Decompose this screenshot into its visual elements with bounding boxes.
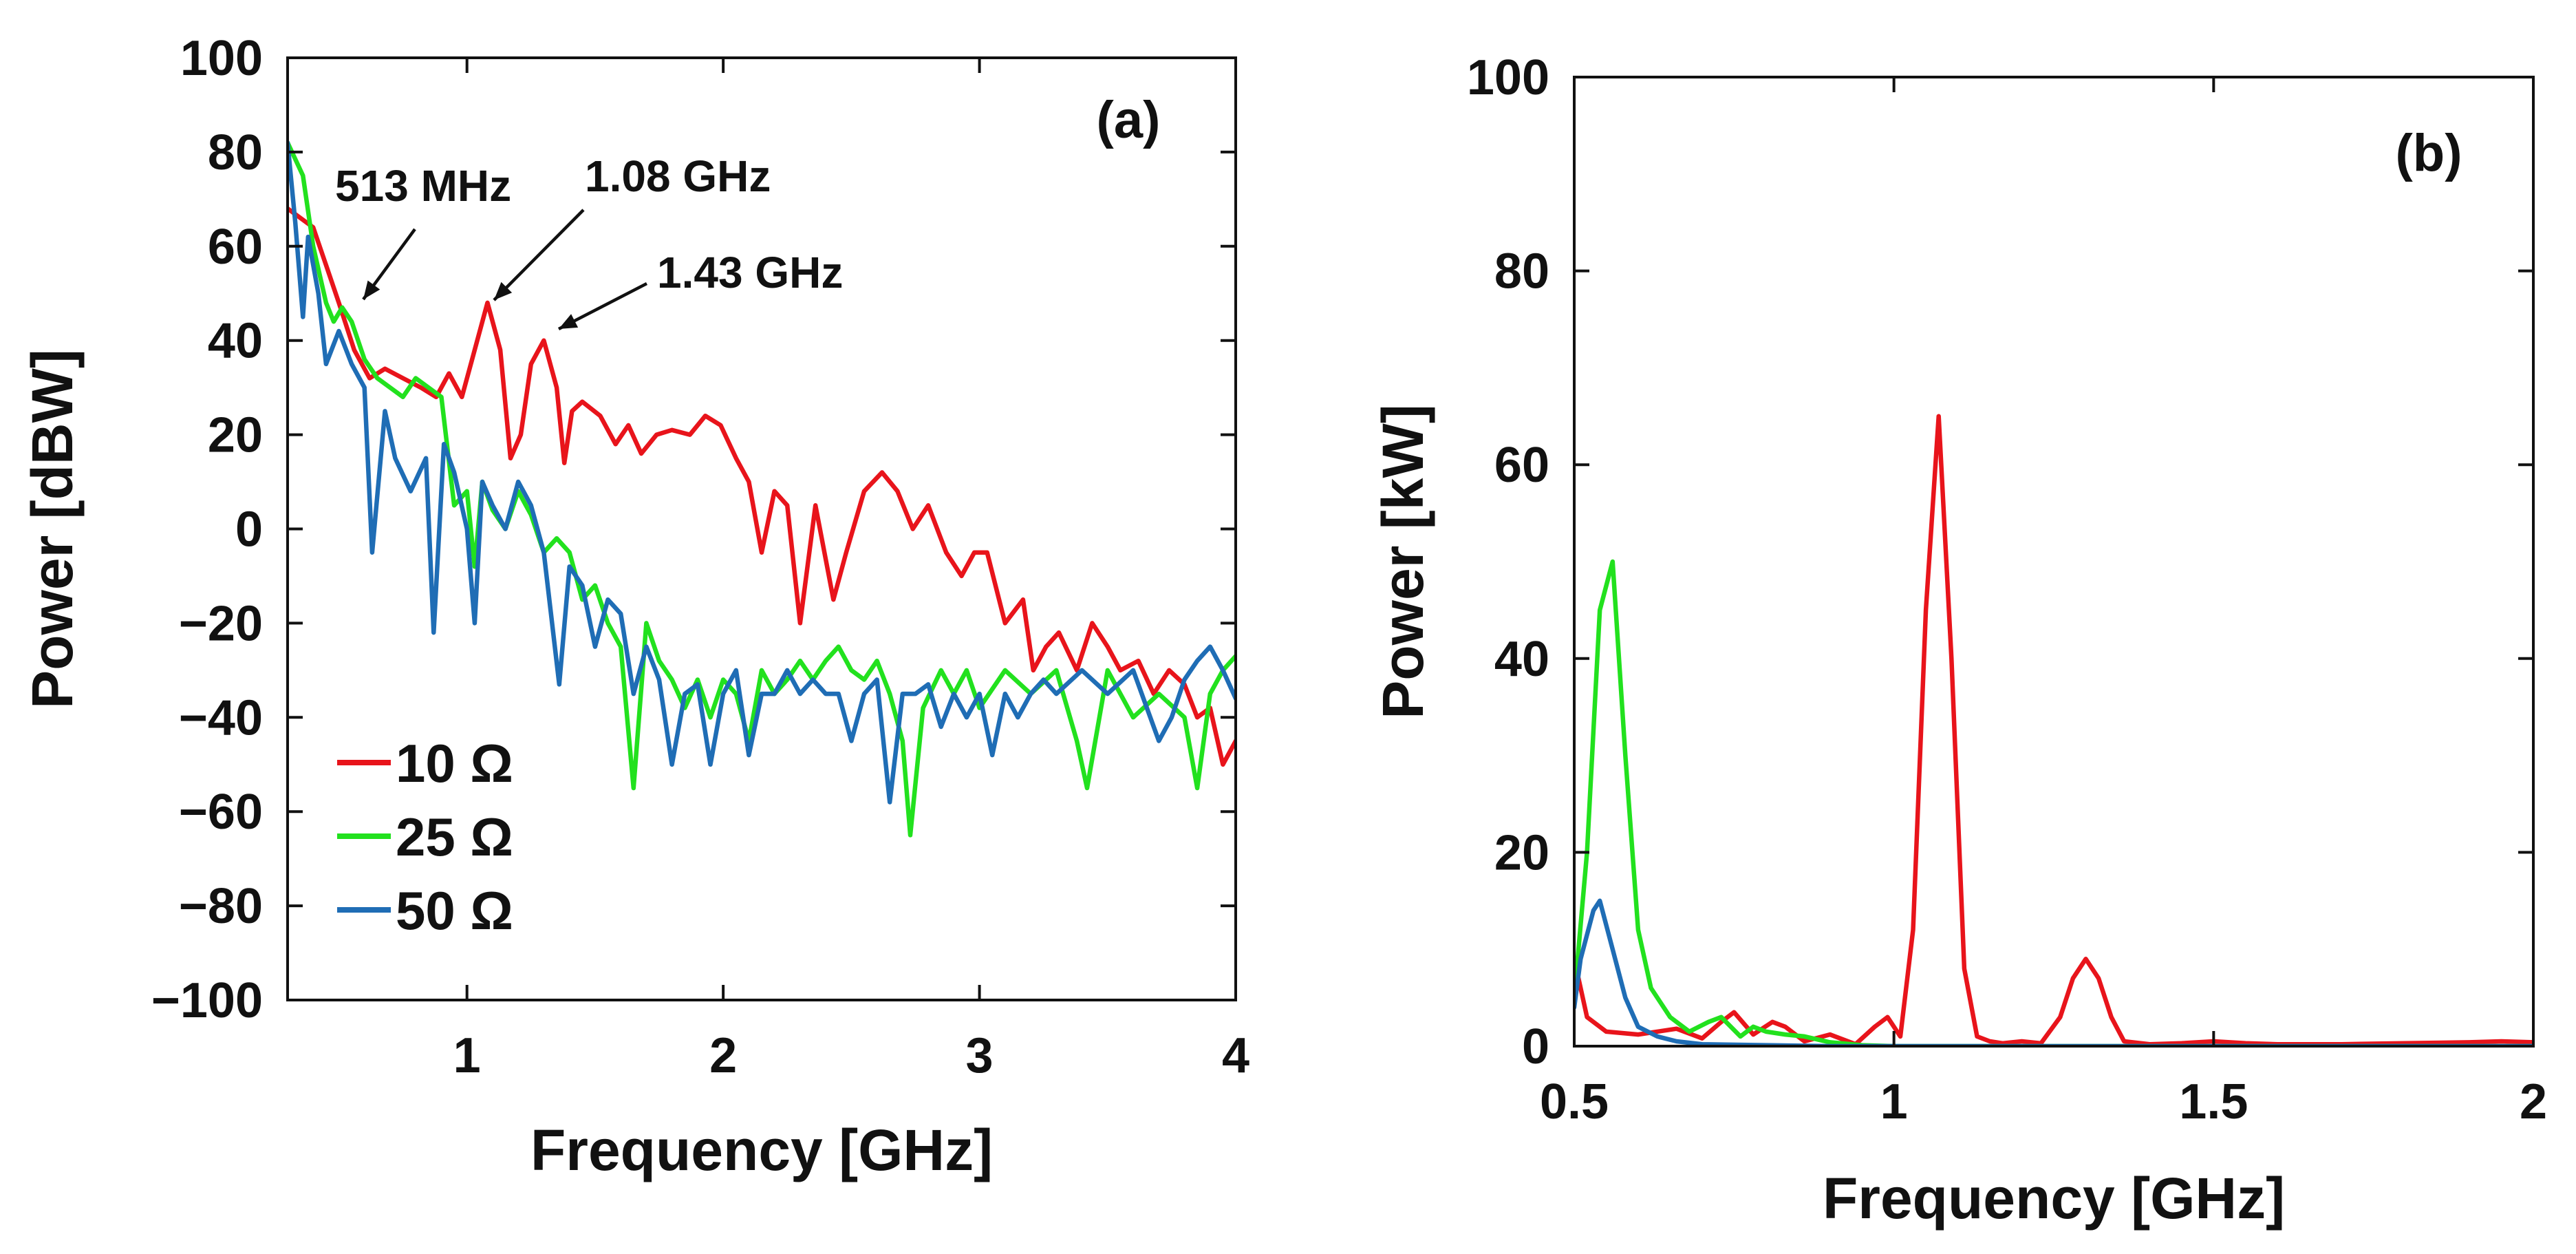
x-tick-label: 1: [1880, 1074, 1908, 1129]
y-tick-label: −80: [179, 879, 263, 934]
y-tick-label: 60: [1494, 438, 1549, 493]
y-tick-label: 20: [1494, 825, 1549, 880]
legend-label: 25 Ω: [396, 807, 513, 867]
y-tick-label: −100: [151, 973, 263, 1028]
x-axis-label: Frequency [GHz]: [1823, 1166, 2285, 1231]
annotation-arrow-shaft: [493, 209, 585, 301]
y-tick-label: 100: [1467, 50, 1549, 105]
legend-label: 10 Ω: [396, 733, 513, 794]
y-tick-label: 60: [208, 220, 263, 275]
x-tick-label: 3: [966, 1028, 994, 1083]
annotation-label: 1.43 GHz: [657, 248, 843, 297]
y-axis-label: Power [kW]: [1371, 404, 1435, 719]
x-tick-label: 4: [1222, 1028, 1249, 1083]
annotation: 1.43 GHz: [557, 248, 843, 330]
y-tick-label: 80: [208, 125, 263, 180]
x-axis-label: Frequency [GHz]: [530, 1118, 993, 1182]
y-tick-label: 0: [1522, 1019, 1549, 1074]
x-tick-label: 1: [453, 1028, 481, 1083]
annotation-arrow-head: [559, 314, 579, 329]
panel-label: (a): [1097, 91, 1161, 149]
plot-area: [1574, 414, 2533, 1046]
annotation-arrow-head: [363, 280, 380, 299]
axes-box: [1573, 76, 2535, 1048]
x-tick-label: 2: [2520, 1074, 2547, 1129]
y-tick-label: −40: [179, 690, 263, 745]
y-tick-label: 40: [1494, 632, 1549, 687]
y-tick-label: −60: [179, 785, 263, 840]
y-tick-label: 100: [180, 31, 263, 86]
annotation: 1.08 GHz: [493, 151, 771, 301]
annotation: 513 MHz: [335, 161, 511, 301]
annotation-label: 1.08 GHz: [585, 151, 771, 201]
series-line-25-ohm: [1574, 559, 2533, 1046]
y-tick-label: 0: [235, 502, 263, 557]
y-axis-label: Power [dBW]: [20, 349, 85, 709]
legend-label: 50 Ω: [396, 880, 513, 941]
plot-area: [288, 140, 1236, 838]
panel-a-chart: 1 2 3 4 100 80 60 40 20 0 −20 −40 −60 −80 −100 Frequenc…: [20, 31, 1249, 1182]
y-tick-label: 80: [1494, 244, 1549, 299]
x-tick-label: 1.5: [2179, 1074, 2248, 1129]
y-tick-label: −20: [179, 596, 263, 651]
x-tick-label: 2: [709, 1028, 737, 1083]
x-tick-label: 0.5: [1540, 1074, 1609, 1129]
series-line-50-ohm: [1574, 898, 2533, 1046]
series-line-25-ohm: [288, 140, 1236, 838]
series-line-10-ohm: [288, 206, 1236, 767]
y-tick-label: 20: [208, 408, 263, 463]
annotation-arrow-head: [494, 281, 513, 300]
legend: 10 Ω 25 Ω 50 Ω: [337, 733, 513, 941]
series-line-10-ohm: [1574, 414, 2533, 1046]
series-line-50-ohm: [288, 140, 1236, 805]
annotation-label: 513 MHz: [335, 161, 511, 211]
panel-label: (b): [2395, 124, 2462, 182]
y-tick-label: 40: [208, 314, 263, 369]
